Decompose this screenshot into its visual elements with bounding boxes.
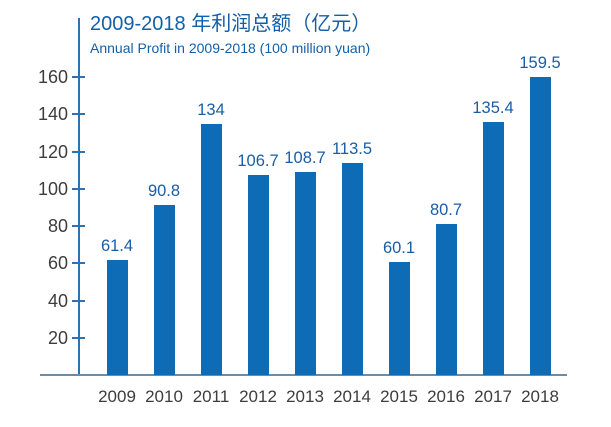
bar-value-label: 135.4 (472, 99, 514, 117)
bar-value-label: 61.4 (100, 237, 134, 255)
y-tick (72, 151, 85, 153)
bar (295, 172, 316, 375)
bar (436, 224, 457, 375)
bar (107, 260, 128, 375)
bar (483, 122, 504, 375)
y-tick (72, 76, 85, 78)
y-tick (72, 262, 85, 264)
bar (248, 175, 269, 375)
y-axis-line (78, 18, 80, 375)
x-category-label: 2013 (286, 387, 324, 406)
y-tick (72, 225, 85, 227)
y-tick-label: 40 (47, 291, 68, 311)
bar-value-label: 159.5 (519, 54, 561, 72)
bar (389, 262, 410, 375)
y-tick (72, 337, 85, 339)
x-category-label: 2018 (521, 387, 559, 406)
y-tick-label: 60 (47, 253, 68, 273)
x-category-label: 2015 (380, 387, 418, 406)
bar-value-label: 80.7 (429, 201, 463, 219)
bar (530, 77, 551, 375)
bar-value-label: 134 (197, 101, 225, 119)
y-tick-label: 120 (37, 142, 68, 162)
bar-value-label: 90.8 (147, 182, 181, 200)
bar-value-label: 60.1 (382, 239, 416, 257)
bar (154, 205, 175, 375)
y-tick-label: 140 (37, 104, 68, 124)
y-tick-label: 80 (47, 216, 68, 236)
bar-value-label: 106.7 (237, 152, 279, 170)
x-category-label: 2016 (427, 387, 465, 406)
y-tick (72, 113, 85, 115)
x-category-label: 2010 (145, 387, 183, 406)
chart-subtitle: Annual Profit in 2009-2018 (100 million … (90, 40, 371, 56)
y-tick-label: 20 (47, 328, 68, 348)
chart-title: 2009-2018 年利润总额（亿元） (90, 13, 372, 35)
y-tick (72, 300, 85, 302)
x-category-label: 2014 (333, 387, 371, 406)
x-category-label: 2012 (239, 387, 277, 406)
x-category-label: 2017 (474, 387, 512, 406)
bar-value-label: 108.7 (284, 149, 326, 167)
y-tick (72, 188, 85, 190)
y-tick-label: 160 (37, 67, 68, 87)
x-category-label: 2009 (98, 387, 136, 406)
bar (342, 163, 363, 375)
x-category-label: 2011 (192, 387, 230, 406)
bar (201, 124, 222, 375)
x-axis-line (40, 374, 567, 376)
bar-value-label: 113.5 (331, 140, 373, 158)
y-tick-label: 100 (37, 179, 68, 199)
